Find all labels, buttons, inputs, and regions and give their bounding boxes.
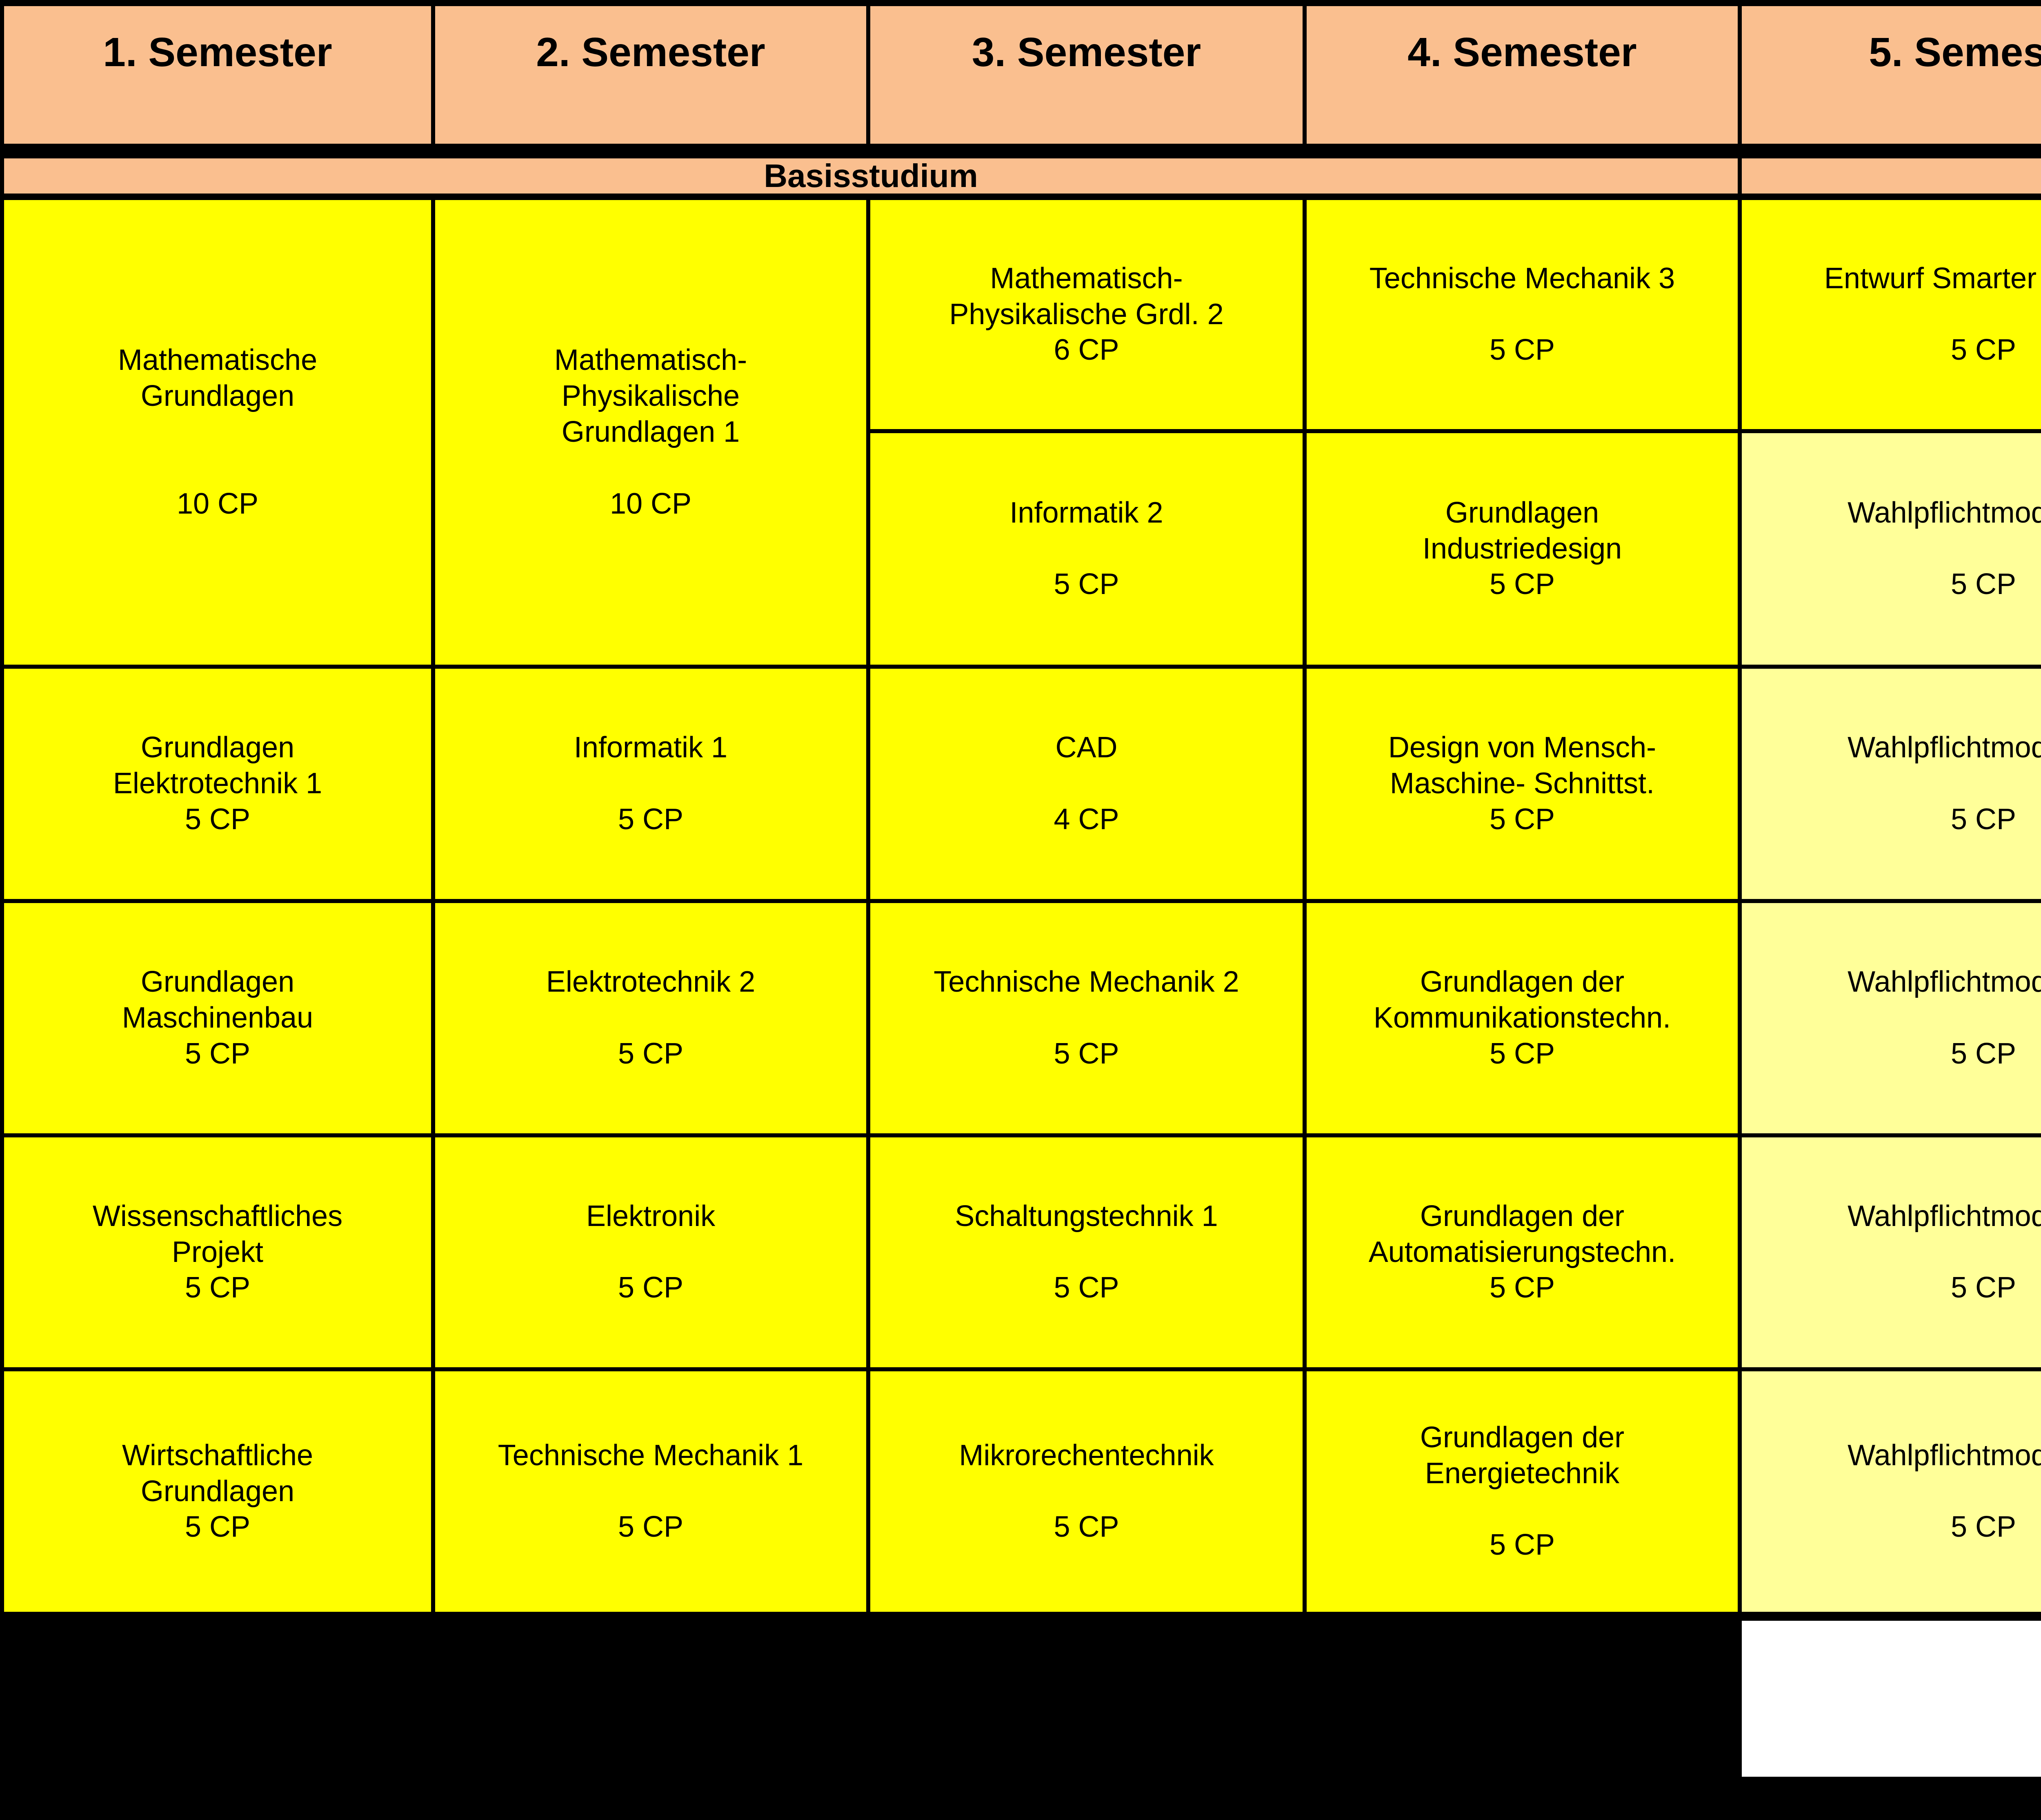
module-cell: Wahlpflichtmodul 5.4 5 CP [1742,1137,2041,1367]
module-cell: Technische Mechanik 3 5 CP [1307,200,1738,429]
module-cell: Wirtschaftliche Grundlagen 5 CP [4,1371,431,1612]
module-cell: Mathematisch- Physikalische Grdl. 2 6 CP [870,200,1303,429]
header-semester-3: 3. Semester [870,6,1303,144]
module-cell: Wahlpflichtmodul 5.5 5 CP [1742,1371,2041,1612]
header-semester-5: 5. Semester [1742,6,2041,144]
module-cell: Mathematische Grundlagen 10 CP [4,200,431,665]
module-cell: Mikrorechentechnik 5 CP [870,1371,1303,1612]
header-label: 1. Semester [103,29,332,75]
module-cell: Grundlagen Industriedesign 5 CP [1307,433,1738,665]
header-label: 4. Semester [1407,29,1637,75]
module-cell: Grundlagen der Kommunikationstechn. 5 CP [1307,903,1738,1133]
section-vertiefungsstudium: Vertiefungsstudium [1742,158,2041,194]
module-cell: Grundlagen der Automatisierungstechn. 5 … [1307,1137,1738,1367]
module-cell: Grundlagen der Energietechnik 5 CP [1307,1371,1738,1612]
empty-box [1742,1621,2041,1777]
module-cell: Wissenschaftliches Projekt 5 CP [4,1137,431,1367]
header-semester-4: 4. Semester [1307,6,1738,144]
module-cell: Entwurf Smarter System 5 CP [1742,200,2041,429]
module-cell: Grundlagen Maschinenbau 5 CP [4,903,431,1133]
header-label: 3. Semester [972,29,1201,75]
module-cell: Wahlpflichtmodul 5.2 5 CP [1742,669,2041,899]
header-label: 5. Semester [1869,29,2041,75]
module-cell: Informatik 2 5 CP [870,433,1303,665]
module-cell: Technische Mechanik 1 5 CP [435,1371,866,1612]
module-cell: Wahlpflichtmodul 5.3 5 CP [1742,903,2041,1133]
header-semester-1: 1. Semester [4,6,431,144]
module-cell: Design von Mensch- Maschine- Schnittst. … [1307,669,1738,899]
section-label: Basisstudium [764,158,978,194]
module-cell: Wahlpflichtmodul 5.1 5 CP [1742,433,2041,665]
module-cell: Mathematisch- Physikalische Grundlagen 1… [435,200,866,665]
module-cell: Grundlagen Elektrotechnik 1 5 CP [4,669,431,899]
section-basisstudium: Basisstudium [4,158,1738,194]
header-semester-2: 2. Semester [435,6,866,144]
module-cell: Elektronik 5 CP [435,1137,866,1367]
module-cell: CAD 4 CP [870,669,1303,899]
module-cell: Technische Mechanik 2 5 CP [870,903,1303,1133]
module-cell: Schaltungstechnik 1 5 CP [870,1137,1303,1367]
header-label: 2. Semester [536,29,765,75]
module-cell: Informatik 1 5 CP [435,669,866,899]
module-cell: Elektrotechnik 2 5 CP [435,903,866,1133]
